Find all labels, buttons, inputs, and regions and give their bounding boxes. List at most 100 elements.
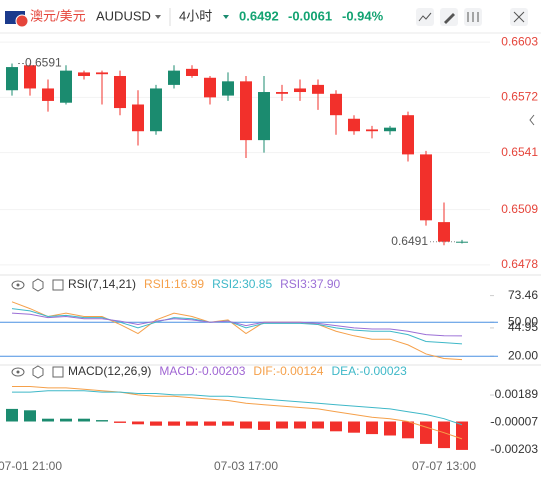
macd-header-icons — [11, 365, 64, 379]
settings-icon[interactable] — [32, 278, 44, 292]
macd-bar — [312, 421, 324, 429]
candle-body — [186, 68, 198, 76]
macd-bar — [24, 410, 36, 422]
y-tick-label: 0.6509 — [501, 202, 538, 216]
legend-entry: DIF:-0.00124 — [253, 364, 323, 378]
y-tick-label: 44.95 — [508, 320, 538, 334]
x-tick-label: 07-07 13:00 — [412, 459, 476, 473]
x-tick-label: 07-01 21:00 — [0, 459, 62, 473]
legend-entry: RSI3:37.90 — [280, 277, 340, 291]
symbol[interactable]: AUDUSD — [96, 8, 151, 23]
eye-icon — [16, 370, 20, 374]
legend-entry: MACD:-0.00203 — [159, 364, 245, 378]
macd-bar — [222, 421, 234, 426]
change: -0.0061 — [288, 8, 332, 23]
last-marker-label: 0.6491 — [391, 234, 428, 248]
macd-bar — [204, 421, 216, 426]
candle-body — [438, 222, 450, 242]
candle-body — [312, 84, 324, 94]
x-tick-label: 07-03 17:00 — [214, 459, 278, 473]
candle-body — [402, 115, 414, 155]
dropdown-arrow[interactable] — [155, 15, 161, 19]
candle-body — [456, 241, 468, 243]
collapse-arrow[interactable] — [529, 114, 535, 126]
legend-entry: RSI2:30.85 — [212, 277, 272, 291]
candle-body — [330, 93, 342, 116]
y-tick-label: 0.6572 — [501, 90, 538, 104]
macd-bar — [276, 421, 288, 429]
checkbox-icon[interactable] — [52, 366, 64, 378]
change-pct: -0.94% — [342, 8, 384, 23]
series-line — [11, 301, 463, 361]
macd-bar — [384, 421, 396, 436]
candle-body — [60, 70, 72, 103]
macd-bar — [456, 421, 468, 450]
legend-entry: RSI1:16.99 — [144, 277, 204, 291]
candle-body — [222, 81, 234, 96]
macd-bar — [366, 421, 378, 435]
rsi-header-icons — [11, 278, 64, 292]
y-tick-label: 73.46 — [508, 288, 538, 302]
candle-body — [348, 118, 360, 132]
candle-body — [132, 104, 144, 132]
eye-icon[interactable] — [11, 367, 25, 377]
toolbar: 澳元/美元 AUDUSD 4小时 0.6492 -0.0061 -0.94% — [0, 8, 541, 34]
candle-body — [6, 67, 18, 91]
y-tick-label: -0.00007 — [491, 415, 539, 429]
candle-body — [168, 70, 180, 85]
macd-bar — [78, 418, 90, 422]
y-tick-label: 50.00 — [508, 314, 538, 328]
macd-bar — [420, 421, 432, 444]
legend-entry: DEA:-0.00023 — [331, 364, 407, 378]
interval[interactable]: 4小时 — [179, 8, 212, 23]
macd-bar — [42, 418, 54, 422]
candle-body — [384, 127, 396, 132]
macd-bar — [132, 421, 144, 425]
icon — [513, 11, 525, 23]
candle-body — [420, 154, 432, 221]
macd-bar — [258, 421, 270, 430]
macd-bar — [168, 421, 180, 426]
icon — [444, 13, 455, 24]
candle-body — [96, 72, 108, 75]
y-tick-label: 0.6541 — [501, 145, 538, 159]
settings-icon[interactable] — [32, 365, 44, 379]
y-tick-label: 20.00 — [508, 348, 538, 362]
macd-bar — [294, 421, 306, 429]
eye-icon[interactable] — [11, 280, 25, 290]
candle-body — [78, 72, 90, 76]
candle-body — [366, 129, 378, 132]
candle-body — [258, 92, 270, 141]
series-line — [12, 390, 463, 426]
icon — [418, 12, 432, 22]
macd-bar — [348, 421, 360, 433]
macd-bar — [6, 408, 18, 422]
macd-bar — [60, 418, 72, 422]
candle-body — [276, 92, 288, 94]
indicator-button[interactable] — [416, 8, 434, 26]
high-marker-label: 0.6591 — [25, 56, 62, 70]
macd-bar — [186, 421, 198, 426]
candle-body — [240, 81, 252, 141]
y-tick-label: 0.00189 — [495, 387, 539, 401]
candle-body — [42, 88, 54, 101]
macd-bar — [240, 421, 252, 429]
y-tick-label: -0.00203 — [491, 442, 539, 456]
macd-bar — [96, 420, 108, 422]
price: 0.6492 — [239, 8, 279, 23]
checkbox-icon[interactable] — [52, 279, 64, 291]
flag-icon — [15, 14, 29, 28]
series-line — [12, 386, 463, 440]
y-tick-label: 0.6603 — [501, 34, 538, 48]
pair-name[interactable]: 澳元/美元 — [30, 8, 86, 23]
icon — [467, 12, 479, 22]
dropdown-arrow[interactable] — [223, 15, 229, 19]
macd-bar — [114, 421, 126, 423]
panel-title: RSI(7,14,21) — [68, 277, 136, 291]
candle-body — [150, 88, 162, 132]
candle-body — [114, 75, 126, 109]
panel-title: MACD(12,26,9) — [68, 364, 151, 378]
